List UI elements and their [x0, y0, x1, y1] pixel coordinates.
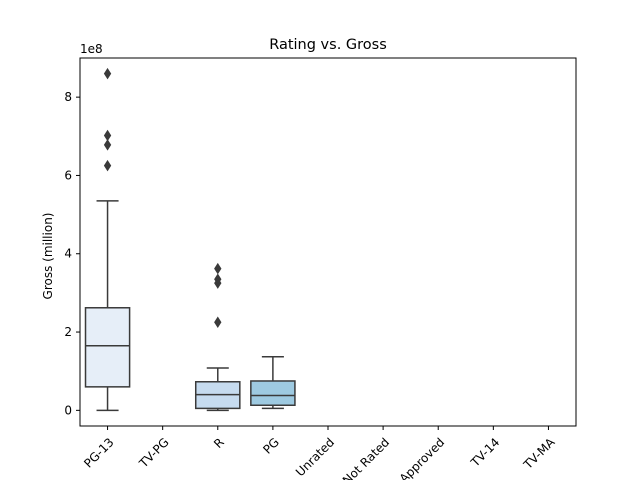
outlier-point: [214, 316, 222, 328]
outlier-point: [103, 139, 112, 151]
y-tick-label: 6: [64, 168, 72, 182]
x-tick-label: TV-PG: [136, 435, 172, 471]
outlier-point: [103, 67, 112, 80]
x-tick-label: Not Rated: [340, 435, 392, 480]
axes-frame: [79, 57, 577, 427]
box-iqr: [84, 307, 131, 388]
outlier-point: [214, 273, 222, 285]
plot-area: 0 2 4 6 8 PG-13 TV-PG R PG Unrated Not Rated Approv…: [64, 67, 558, 480]
y-tick-label: 0: [64, 403, 72, 417]
chart-title: Rating vs. Gross: [269, 37, 387, 53]
x-tick-label: TV-MA: [520, 435, 558, 473]
box-iqr: [250, 380, 296, 407]
outlier-point: [103, 159, 112, 172]
x-tick-label: Approved: [397, 435, 448, 480]
y-axis-offset-label: 1e8: [80, 42, 103, 56]
x-tick-label: Unrated: [293, 435, 337, 479]
x-tick-label: R: [211, 435, 227, 451]
y-axis-label: Gross (million): [41, 213, 55, 300]
x-tick-label: PG: [260, 435, 282, 457]
y-tick-label: 2: [64, 325, 72, 339]
x-tick-label: TV-14: [467, 435, 502, 470]
x-tick-label: PG-13: [81, 435, 116, 470]
outlier-point: [103, 129, 112, 142]
y-tick-label: 4: [64, 247, 72, 261]
y-tick-label: 8: [64, 90, 72, 104]
outlier-point: [214, 262, 222, 275]
